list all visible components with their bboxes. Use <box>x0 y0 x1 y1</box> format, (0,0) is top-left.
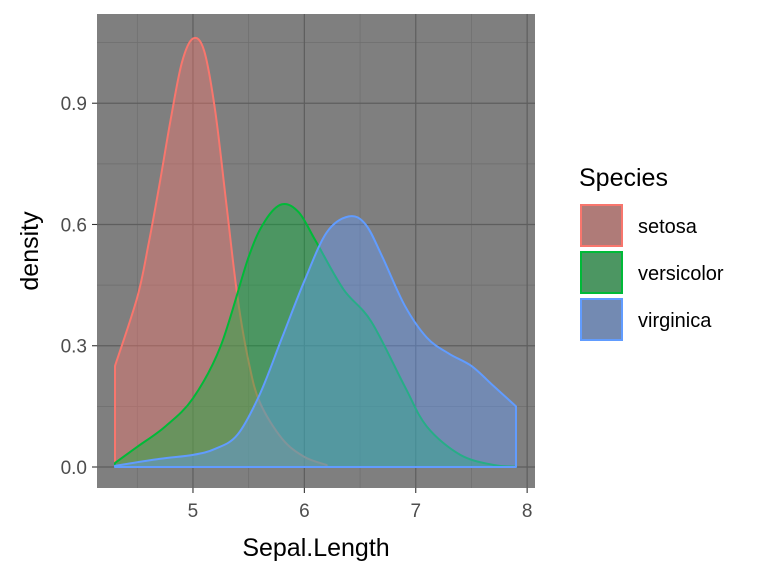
legend-key-versicolor <box>580 251 623 294</box>
legend-label-versicolor: versicolor <box>638 263 724 285</box>
legend-key-setosa <box>580 204 623 247</box>
y-tick-label: 0.9 <box>61 94 87 115</box>
y-axis-title: density <box>16 211 44 291</box>
x-axis: 5 6 7 8 <box>188 488 533 522</box>
legend-title: Species <box>579 164 668 192</box>
legend-key-bg <box>580 298 623 341</box>
legend-key-virginica <box>580 298 623 341</box>
density-area-setosa <box>114 36 328 468</box>
legend-key-bg <box>580 204 623 247</box>
legend: Species setosa versicolor virginica <box>579 164 724 341</box>
y-tick-label: 0.6 <box>61 215 87 236</box>
x-tick-label: 8 <box>522 501 533 522</box>
density-area-versicolor <box>114 202 517 468</box>
x-tick-label: 5 <box>188 501 199 522</box>
x-axis-title: Sepal.Length <box>242 534 389 562</box>
x-tick-label: 7 <box>410 501 421 522</box>
y-tick-label: 0.3 <box>61 337 87 358</box>
legend-label-virginica: virginica <box>638 310 712 332</box>
legend-label-setosa: setosa <box>638 216 698 238</box>
y-axis: 0.0 0.3 0.6 0.9 <box>61 94 97 479</box>
density-areas <box>114 36 517 468</box>
x-tick-label: 6 <box>299 501 310 522</box>
density-area-virginica <box>114 215 517 468</box>
legend-key-bg <box>580 251 623 294</box>
y-tick-label: 0.0 <box>61 458 87 479</box>
minor-gridlines <box>97 14 535 488</box>
